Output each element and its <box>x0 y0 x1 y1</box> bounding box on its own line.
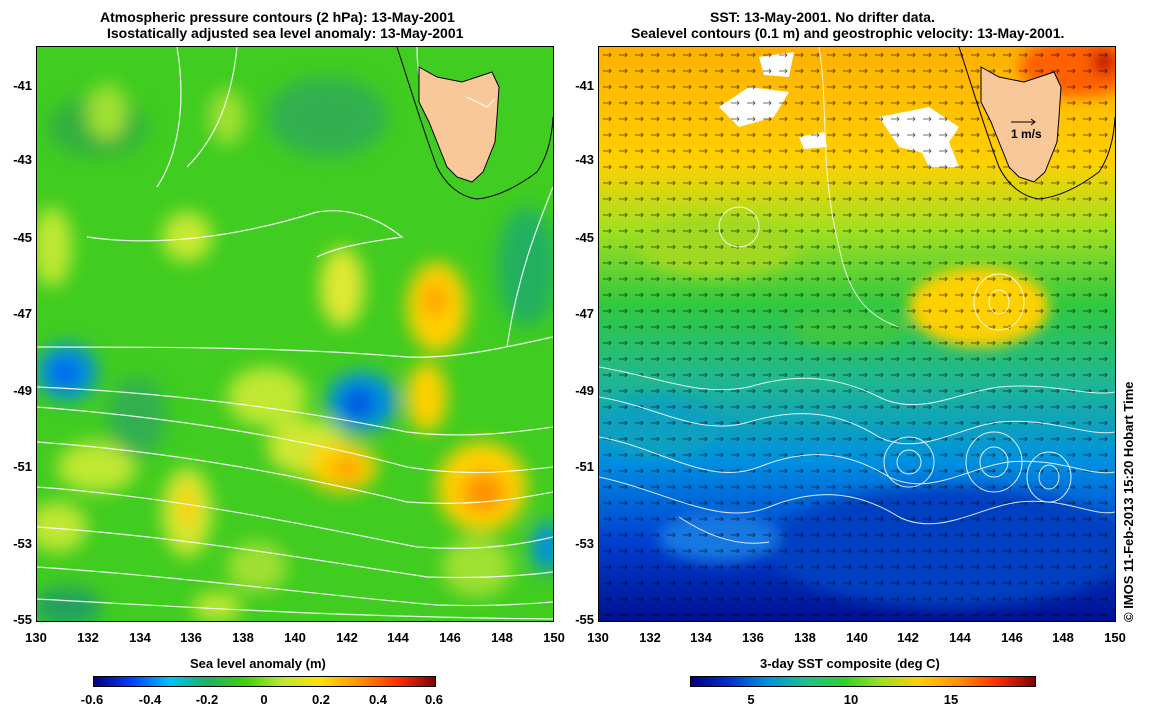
left-colorbar-tick: -0.4 <box>138 692 162 707</box>
left-lon-tick: 148 <box>491 630 513 645</box>
right-lon-tick: 136 <box>742 630 764 645</box>
left-lon-tick: 144 <box>387 630 409 645</box>
right-lat-tick: -51 <box>575 459 594 474</box>
left-lon-tick: 136 <box>180 630 202 645</box>
right-lat-tick: -43 <box>575 152 594 167</box>
imos-credit: © IMOS 11-Feb-2013 15:20 Hobart Time <box>1121 381 1136 622</box>
left-colorbar-tick: 0.2 <box>311 692 331 707</box>
right-lon-tick: 146 <box>1001 630 1023 645</box>
right-lon-tick: 144 <box>949 630 971 645</box>
left-lon-tick: 150 <box>543 630 565 645</box>
left-lon-tick: 140 <box>284 630 306 645</box>
right-colorbar-label: 3-day SST composite (deg C) <box>760 656 940 671</box>
tasmania-land-right <box>980 66 1062 183</box>
right-lat-tick: -49 <box>575 383 594 398</box>
right-lon-tick: 134 <box>690 630 712 645</box>
left-lon-tick: 132 <box>77 630 99 645</box>
left-lat-tick: -47 <box>13 306 32 321</box>
left-lat-tick: -49 <box>13 383 32 398</box>
right-colorbar-tick: 15 <box>943 692 959 707</box>
right-lon-tick: 132 <box>639 630 661 645</box>
right-colorbar-tick: 5 <box>747 692 755 707</box>
sst-map: 1 m/s <box>598 46 1116 622</box>
pressure-contours <box>37 47 553 620</box>
left-title-line2: Isostatically adjusted sea level anomaly… <box>107 25 464 41</box>
left-lon-tick: 134 <box>129 630 151 645</box>
tasmania-land <box>418 66 500 183</box>
left-title-line1: Atmospheric pressure contours (2 hPa): 1… <box>100 9 455 25</box>
right-title-line2: Sealevel contours (0.1 m) and geostrophi… <box>631 25 1065 41</box>
sea-level-anomaly-map-svg <box>37 47 553 621</box>
right-lat-tick: -45 <box>575 230 594 245</box>
sea-level-contours <box>599 47 1115 544</box>
right-lat-tick: -41 <box>575 78 594 93</box>
left-lon-tick: 146 <box>439 630 461 645</box>
left-lon-tick: 138 <box>232 630 254 645</box>
left-lat-tick: -41 <box>13 78 32 93</box>
scale-label: 1 m/s <box>1011 127 1042 141</box>
left-lat-tick: -51 <box>13 459 32 474</box>
right-lat-tick: -47 <box>575 306 594 321</box>
right-lon-tick: 150 <box>1104 630 1126 645</box>
right-lon-tick: 140 <box>846 630 868 645</box>
right-lon-tick: 130 <box>587 630 609 645</box>
left-colorbar-tick: 0.4 <box>368 692 388 707</box>
left-lat-tick: -55 <box>13 612 32 627</box>
right-lon-tick: 138 <box>794 630 816 645</box>
left-lon-tick: 130 <box>25 630 47 645</box>
left-lat-tick: -45 <box>13 230 32 245</box>
left-lat-tick: -53 <box>13 536 32 551</box>
left-lon-tick: 142 <box>336 630 358 645</box>
sst-map-svg: 1 m/s <box>599 47 1115 621</box>
sea-level-anomaly-map <box>36 46 554 622</box>
left-colorbar-tick: -0.2 <box>195 692 219 707</box>
right-lat-tick: -55 <box>575 612 594 627</box>
right-colorbar <box>690 676 1036 687</box>
left-colorbar-label: Sea level anomaly (m) <box>190 656 326 671</box>
left-lat-tick: -43 <box>13 152 32 167</box>
right-lat-tick: -53 <box>575 536 594 551</box>
right-lon-tick: 148 <box>1052 630 1074 645</box>
left-colorbar-tick: 0 <box>260 692 268 707</box>
right-colorbar-tick: 10 <box>843 692 859 707</box>
left-colorbar-tick: -0.6 <box>80 692 104 707</box>
left-colorbar-tick: 0.6 <box>424 692 444 707</box>
right-title-line1: SST: 13-May-2001. No drifter data. <box>710 9 935 25</box>
left-colorbar <box>93 676 436 687</box>
right-lon-tick: 142 <box>897 630 919 645</box>
